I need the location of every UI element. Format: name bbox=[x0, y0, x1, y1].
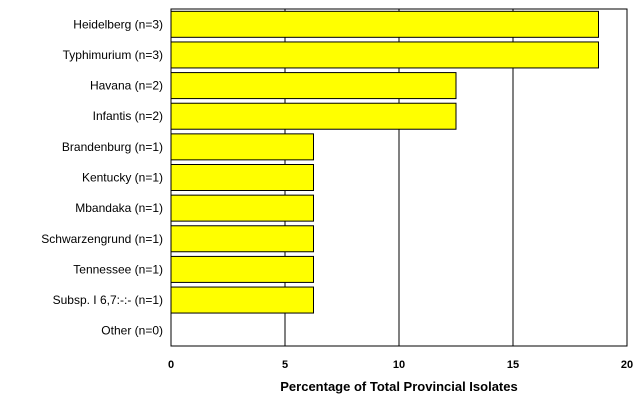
bar bbox=[170, 41, 599, 69]
category-label: Heidelberg (n=3) bbox=[73, 17, 163, 31]
bar bbox=[170, 194, 314, 222]
x-tick-label: 0 bbox=[168, 359, 174, 371]
category-label: Havana (n=2) bbox=[90, 79, 163, 93]
bar bbox=[170, 102, 457, 130]
category-label: Mbandaka (n=1) bbox=[75, 201, 163, 215]
x-tick-label: 20 bbox=[621, 359, 633, 371]
bar bbox=[170, 255, 314, 283]
x-tick-label: 10 bbox=[393, 359, 405, 371]
category-label: Schwarzengrund (n=1) bbox=[41, 232, 163, 246]
bar bbox=[170, 164, 314, 191]
x-tick-label: 15 bbox=[507, 359, 519, 371]
category-label: Infantis (n=2) bbox=[93, 109, 163, 123]
category-label: Kentucky (n=1) bbox=[82, 171, 163, 185]
bar bbox=[170, 72, 457, 100]
bars bbox=[170, 10, 599, 314]
bar bbox=[170, 10, 599, 38]
plot-frame bbox=[170, 8, 628, 347]
category-label: Other (n=0) bbox=[101, 324, 163, 338]
category-label: Brandenburg (n=1) bbox=[62, 140, 163, 154]
bar bbox=[170, 225, 314, 253]
category-label: Subsp. I 6,7:-:- (n=1) bbox=[53, 293, 163, 307]
x-axis-title: Percentage of Total Provincial Isolates bbox=[280, 379, 517, 394]
category-label: Tennessee (n=1) bbox=[73, 262, 163, 276]
bar bbox=[170, 133, 314, 161]
x-tick-label: 5 bbox=[282, 359, 288, 371]
category-label: Typhimurium (n=3) bbox=[63, 48, 163, 62]
x-tick-labels: 0 5 10 15 20 bbox=[168, 359, 633, 371]
bar bbox=[170, 286, 314, 314]
category-labels: Heidelberg (n=3) Typhimurium (n=3) Havana … bbox=[41, 17, 163, 337]
